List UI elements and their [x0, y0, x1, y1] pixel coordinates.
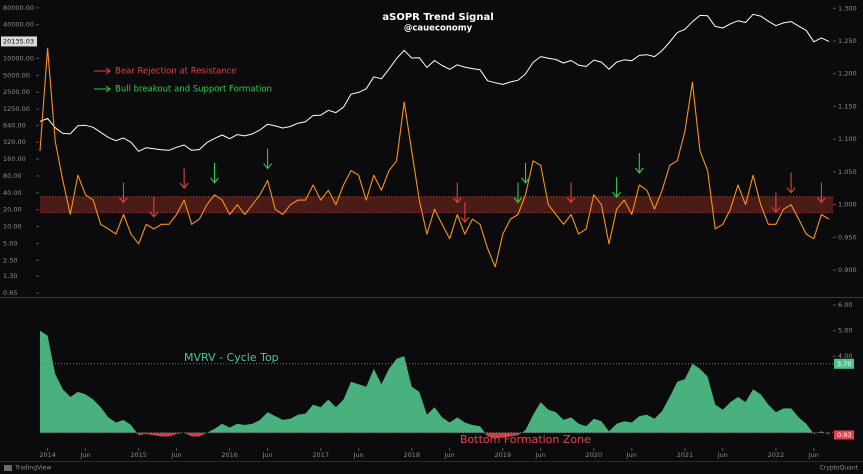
- signal-arrow: [566, 182, 576, 204]
- x-tick-label: 2021: [677, 451, 694, 459]
- y2-tick-label: 1.250: [838, 37, 857, 45]
- x-tick-label: 2015: [130, 451, 147, 459]
- x-tick-label: 2014: [39, 451, 56, 459]
- y-tick-label: 20.00: [3, 206, 22, 214]
- x-tick-label: Jun: [353, 451, 364, 459]
- y2-tick-label: 1.150: [838, 102, 857, 110]
- x-tick-label: Jun: [444, 451, 455, 459]
- cycle-top-label: 3.70: [837, 360, 851, 368]
- y-tick-label: 320.00: [3, 138, 26, 146]
- y2-tick-label: 1.100: [838, 135, 857, 143]
- signal-arrow: [771, 192, 781, 214]
- resistance-band: [40, 196, 833, 213]
- x-tick-label: Jun: [626, 451, 637, 459]
- signal-arrow: [179, 168, 189, 189]
- x-tick-label: Jun: [79, 451, 90, 459]
- y-tick-label: 80000.00: [3, 4, 34, 12]
- y-tick-label: 10.00: [3, 223, 22, 231]
- y-tick-label: 0.65: [3, 289, 17, 297]
- y-tick-label: 5000.00: [3, 71, 30, 79]
- x-tick-label: 2017: [312, 451, 329, 459]
- y-tick-label: 80.00: [3, 172, 22, 180]
- asopr-line: [39, 47, 830, 268]
- mvrv-area-positive: [40, 330, 825, 433]
- x-tick-label: Jun: [262, 451, 273, 459]
- signal-arrow: [149, 196, 159, 218]
- cycle-top-text: MVRV - Cycle Top: [184, 351, 279, 364]
- x-tick-label: 2020: [586, 451, 603, 459]
- signal-arrow: [460, 202, 470, 224]
- footer-right: CryptoQuant: [820, 465, 859, 472]
- cycle-top-box: [834, 358, 854, 369]
- y-tick-label: 2500.00: [3, 88, 30, 96]
- signal-arrow: [634, 153, 644, 174]
- signal-arrow: [513, 182, 523, 204]
- x-tick-label: Jun: [808, 451, 819, 459]
- mvrv-area-negative: [40, 432, 829, 438]
- y-tick-label: 5.00: [3, 239, 17, 247]
- y-tick-label: 1250.00: [3, 105, 30, 113]
- y-tick-label: 10000.00: [3, 54, 34, 62]
- chart-subtitle: @caueconomy: [404, 24, 473, 34]
- x-tick-label: 2018: [403, 451, 420, 459]
- x-tick-label: 2016: [221, 451, 238, 459]
- y2-tick-label: 0.950: [838, 233, 857, 241]
- y-tick-label: 40.00: [3, 189, 22, 197]
- signal-arrow: [521, 162, 530, 184]
- signal-arrow: [119, 182, 128, 204]
- footer-left: TradingView: [14, 465, 51, 472]
- legend-arrow: [94, 67, 111, 75]
- y-tick-label: 2.50: [3, 256, 17, 264]
- x-tick-label: 2019: [495, 451, 512, 459]
- x-tick-label: 2022: [768, 451, 785, 459]
- x-tick-label: Jun: [717, 451, 728, 459]
- y2-tick-label: 1.000: [838, 201, 857, 209]
- y2-tick-label: 0.900: [838, 266, 857, 274]
- y-tick-label: 1.30: [3, 272, 17, 280]
- last-price-label: 20135.03: [3, 37, 34, 45]
- y-tick-label: 160.00: [3, 155, 26, 163]
- signal-arrow: [210, 162, 219, 184]
- legend-text: Bear Rejection at Resistance: [115, 67, 237, 77]
- price-line: [39, 13, 830, 152]
- y-tick-label: 4.00: [838, 352, 852, 360]
- current-value-box: [834, 430, 854, 440]
- y-tick-label: 40000.00: [3, 21, 34, 29]
- x-tick-label: Jun: [170, 451, 181, 459]
- signal-arrow: [263, 148, 273, 170]
- signal-arrow: [452, 182, 462, 204]
- legend-arrow: [94, 85, 111, 93]
- legend-text: Bull breakout and Support Formation: [115, 85, 272, 95]
- x-tick-label: Jun: [535, 451, 546, 459]
- y-tick-label: 5.00: [838, 327, 852, 335]
- y2-tick-label: 1.200: [838, 70, 857, 78]
- bottom-zone-text: Bottom Formation Zone: [460, 433, 591, 446]
- y-tick-label: 6.00: [838, 301, 852, 309]
- current-value-label: 0.93: [837, 431, 851, 439]
- chart-title: aSOPR Trend Signal: [382, 12, 493, 23]
- y2-tick-label: 1.050: [838, 168, 857, 176]
- signal-arrow: [786, 172, 796, 194]
- signal-arrow: [612, 177, 622, 199]
- signal-arrow: [816, 182, 826, 204]
- y-tick-label: 640.00: [3, 121, 26, 129]
- last-price-box: [1, 36, 37, 47]
- tradingview-logo: [4, 465, 12, 471]
- y2-tick-label: 1.300: [838, 4, 857, 12]
